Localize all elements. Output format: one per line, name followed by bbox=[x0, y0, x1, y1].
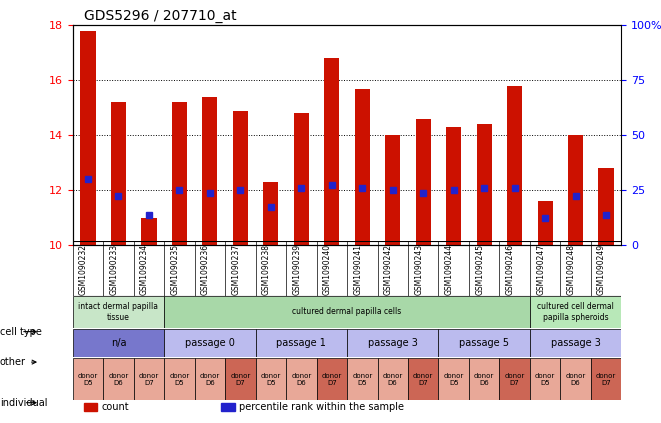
Text: GSM1090241: GSM1090241 bbox=[353, 244, 362, 295]
Bar bbox=[293, 113, 309, 245]
Bar bbox=[111, 102, 126, 245]
Text: donor
D7: donor D7 bbox=[230, 373, 251, 385]
Text: GSM1090247: GSM1090247 bbox=[536, 244, 545, 295]
Text: cultured dermal papilla cells: cultured dermal papilla cells bbox=[292, 308, 402, 316]
Text: donor
D6: donor D6 bbox=[474, 373, 494, 385]
Text: passage 5: passage 5 bbox=[459, 338, 509, 348]
Text: cultured cell dermal
papilla spheroids: cultured cell dermal papilla spheroids bbox=[537, 302, 614, 321]
Text: donor
D6: donor D6 bbox=[292, 373, 311, 385]
Text: GSM1090233: GSM1090233 bbox=[110, 244, 118, 295]
Text: donor
D6: donor D6 bbox=[383, 373, 403, 385]
Bar bbox=[477, 124, 492, 245]
Bar bbox=[141, 218, 157, 245]
Text: GSM1090236: GSM1090236 bbox=[201, 244, 210, 295]
Text: donor
D6: donor D6 bbox=[566, 373, 586, 385]
Text: GSM1090237: GSM1090237 bbox=[231, 244, 241, 295]
Bar bbox=[377, 358, 408, 400]
Text: donor
D7: donor D7 bbox=[596, 373, 616, 385]
Text: donor
D5: donor D5 bbox=[352, 373, 372, 385]
Bar bbox=[385, 135, 401, 245]
Bar bbox=[317, 358, 347, 400]
Bar bbox=[221, 403, 235, 411]
Text: GSM1090239: GSM1090239 bbox=[292, 244, 301, 295]
Text: donor
D5: donor D5 bbox=[444, 373, 464, 385]
Bar bbox=[81, 31, 96, 245]
Text: GSM1090242: GSM1090242 bbox=[384, 244, 393, 295]
Text: GSM1090243: GSM1090243 bbox=[414, 244, 423, 295]
Bar bbox=[286, 358, 317, 400]
Bar bbox=[500, 358, 530, 400]
Bar bbox=[263, 182, 278, 245]
Text: GSM1090232: GSM1090232 bbox=[79, 244, 88, 295]
Text: donor
D5: donor D5 bbox=[78, 373, 98, 385]
Text: GSM1090249: GSM1090249 bbox=[597, 244, 606, 295]
Bar bbox=[530, 358, 561, 400]
Bar bbox=[355, 89, 370, 245]
Text: donor
D5: donor D5 bbox=[169, 373, 190, 385]
Text: other: other bbox=[0, 357, 36, 367]
Bar bbox=[233, 111, 248, 245]
Bar bbox=[164, 358, 194, 400]
Text: passage 3: passage 3 bbox=[551, 338, 601, 348]
Bar bbox=[591, 358, 621, 400]
Bar bbox=[507, 86, 522, 245]
Bar bbox=[84, 403, 97, 411]
Text: individual: individual bbox=[0, 398, 48, 408]
Bar bbox=[134, 358, 164, 400]
Text: donor
D7: donor D7 bbox=[322, 373, 342, 385]
Bar bbox=[225, 358, 256, 400]
Text: n/a: n/a bbox=[110, 338, 126, 348]
Text: GSM1090244: GSM1090244 bbox=[445, 244, 453, 295]
Text: count: count bbox=[102, 402, 130, 412]
Bar bbox=[202, 97, 217, 245]
Text: donor
D5: donor D5 bbox=[535, 373, 555, 385]
Text: GSM1090240: GSM1090240 bbox=[323, 244, 332, 295]
Bar bbox=[256, 329, 347, 357]
Bar bbox=[164, 296, 530, 328]
Bar bbox=[469, 358, 500, 400]
Text: donor
D7: donor D7 bbox=[504, 373, 525, 385]
Bar bbox=[446, 127, 461, 245]
Bar bbox=[164, 329, 256, 357]
Bar bbox=[347, 358, 377, 400]
Text: intact dermal papilla
tissue: intact dermal papilla tissue bbox=[79, 302, 159, 321]
Bar bbox=[347, 329, 438, 357]
Bar bbox=[537, 201, 553, 245]
Text: GSM1090235: GSM1090235 bbox=[171, 244, 179, 295]
Bar bbox=[568, 135, 583, 245]
Bar bbox=[438, 329, 530, 357]
Bar bbox=[530, 296, 621, 328]
Bar bbox=[438, 358, 469, 400]
Bar bbox=[103, 358, 134, 400]
Bar bbox=[408, 358, 438, 400]
Text: cell type: cell type bbox=[0, 327, 42, 337]
Text: passage 0: passage 0 bbox=[185, 338, 235, 348]
Bar bbox=[73, 296, 164, 328]
Text: percentile rank within the sample: percentile rank within the sample bbox=[239, 402, 404, 412]
Text: GSM1090248: GSM1090248 bbox=[566, 244, 576, 295]
Bar bbox=[416, 119, 431, 245]
Bar bbox=[172, 102, 187, 245]
Text: passage 3: passage 3 bbox=[368, 338, 418, 348]
Text: donor
D5: donor D5 bbox=[260, 373, 281, 385]
Text: GSM1090238: GSM1090238 bbox=[262, 244, 271, 295]
Text: donor
D7: donor D7 bbox=[413, 373, 434, 385]
Text: passage 1: passage 1 bbox=[276, 338, 327, 348]
Text: donor
D6: donor D6 bbox=[200, 373, 220, 385]
Bar bbox=[598, 168, 613, 245]
Bar bbox=[530, 329, 621, 357]
Text: GDS5296 / 207710_at: GDS5296 / 207710_at bbox=[84, 9, 237, 23]
Text: donor
D6: donor D6 bbox=[108, 373, 128, 385]
Bar bbox=[256, 358, 286, 400]
Bar bbox=[324, 58, 339, 245]
Bar bbox=[73, 329, 164, 357]
Bar bbox=[194, 358, 225, 400]
Bar bbox=[561, 358, 591, 400]
Text: GSM1090245: GSM1090245 bbox=[475, 244, 484, 295]
Bar bbox=[73, 358, 103, 400]
Text: GSM1090246: GSM1090246 bbox=[506, 244, 515, 295]
Text: donor
D7: donor D7 bbox=[139, 373, 159, 385]
Text: GSM1090234: GSM1090234 bbox=[140, 244, 149, 295]
